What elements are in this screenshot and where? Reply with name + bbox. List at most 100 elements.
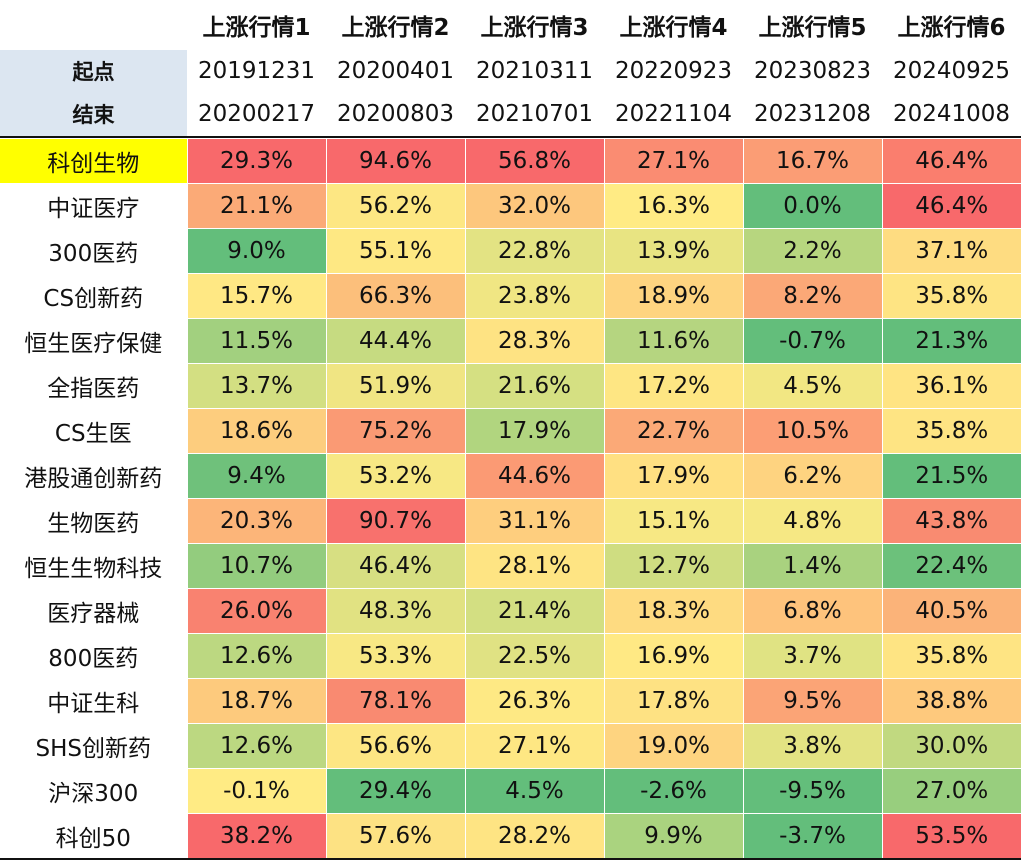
table-row: CS创新药 15.7% 66.3% 23.8% 18.9% 8.2% 35.8% [0,273,1021,319]
value-cell: 78.1% [325,678,465,724]
value-cell: 28.2% [464,813,604,860]
value-cell: 26.3% [464,678,604,724]
value-cell: 56.6% [325,723,465,769]
row-label: 中证医疗 [0,183,187,229]
table-row: 沪深300 -0.1% 29.4% 4.5% -2.6% -9.5% 27.0% [0,768,1021,814]
value-cell: 17.8% [603,678,743,724]
row-label: CS创新药 [0,273,187,319]
row-label: 恒生生物科技 [0,543,187,589]
value-cell: 18.3% [603,588,743,634]
value-cell: 12.6% [186,633,326,679]
value-cell: 21.6% [464,363,604,409]
column-header: 上涨行情3 [480,15,589,41]
value-cell: 22.8% [464,228,604,274]
table-row: 800医药 12.6% 53.3% 22.5% 16.9% 3.7% 35.8% [0,633,1021,679]
value-cell: 4.5% [742,363,882,409]
value-cell: 56.8% [464,138,604,184]
value-cell: 56.2% [325,183,465,229]
value-cell: 11.5% [186,318,326,364]
value-cell: 27.1% [464,723,604,769]
table-row: 科创生物 29.3% 94.6% 56.8% 27.1% 16.7% 46.4% [0,138,1021,184]
value-cell: 38.8% [881,678,1021,724]
value-cell: 4.5% [464,768,604,814]
value-cell: -0.1% [186,768,326,814]
row-label: 生物医药 [0,498,187,544]
row-label: 中证生科 [0,678,187,724]
end-date-cell: 20200217 [197,101,316,127]
end-date-cell: 20210701 [475,101,594,127]
value-cell: 36.1% [881,363,1021,409]
value-cell: 37.1% [881,228,1021,274]
value-cell: 12.7% [603,543,743,589]
value-cell: 12.6% [186,723,326,769]
table-row: 全指医药 13.7% 51.9% 21.6% 17.2% 4.5% 36.1% [0,363,1021,409]
value-cell: 9.9% [603,813,743,860]
value-cell: 44.6% [464,453,604,499]
table-row: 恒生生物科技 10.7% 46.4% 28.1% 12.7% 1.4% 22.4% [0,543,1021,589]
value-cell: 6.8% [742,588,882,634]
value-cell: 53.3% [325,633,465,679]
value-cell: 3.7% [742,633,882,679]
value-cell: 18.7% [186,678,326,724]
end-date-cell: 20241008 [892,101,1011,127]
table-row: 300医药 9.0% 55.1% 22.8% 13.9% 2.2% 37.1% [0,228,1021,274]
value-cell: 22.7% [603,408,743,454]
column-header: 上涨行情2 [341,15,450,41]
value-cell: 46.4% [881,183,1021,229]
row-label: 科创生物 [0,138,187,184]
end-date-row: 结束 20200217 20200803 20210701 20221104 2… [0,92,1021,136]
row-label: 300医药 [0,228,187,274]
value-cell: 28.1% [464,543,604,589]
value-cell: 29.3% [186,138,326,184]
row-label: 800医药 [0,633,187,679]
value-cell: 53.5% [881,813,1021,860]
table-row: SHS创新药 12.6% 56.6% 27.1% 19.0% 3.8% 30.0% [0,723,1021,769]
value-cell: 94.6% [325,138,465,184]
table-row: CS生医 18.6% 75.2% 17.9% 22.7% 10.5% 35.8% [0,408,1021,454]
start-date-cell: 20230823 [753,58,872,84]
value-cell: 48.3% [325,588,465,634]
value-cell: 21.3% [881,318,1021,364]
value-cell: 15.1% [603,498,743,544]
value-cell: -2.6% [603,768,743,814]
value-cell: 35.8% [881,273,1021,319]
value-cell: 31.1% [464,498,604,544]
value-cell: 11.6% [603,318,743,364]
start-date-cell: 20240925 [892,58,1011,84]
value-cell: 35.8% [881,408,1021,454]
column-header: 上涨行情4 [619,15,728,41]
row-label: 科创50 [0,813,187,860]
value-cell: 57.6% [325,813,465,860]
value-cell: 27.1% [603,138,743,184]
start-date-cell: 20200401 [336,58,455,84]
value-cell: 19.0% [603,723,743,769]
table-row: 医疗器械 26.0% 48.3% 21.4% 18.3% 6.8% 40.5% [0,588,1021,634]
row-label: CS生医 [0,408,187,454]
value-cell: 23.8% [464,273,604,319]
value-cell: 21.4% [464,588,604,634]
start-date-cell: 20210311 [475,58,594,84]
row-label: 沪深300 [0,768,187,814]
value-cell: 32.0% [464,183,604,229]
value-cell: 30.0% [881,723,1021,769]
table-row: 科创50 38.2% 57.6% 28.2% 9.9% -3.7% 53.5% [0,813,1021,860]
value-cell: 26.0% [186,588,326,634]
value-cell: -0.7% [742,318,882,364]
value-cell: 21.5% [881,453,1021,499]
value-cell: 51.9% [325,363,465,409]
value-cell: 17.9% [464,408,604,454]
value-cell: 44.4% [325,318,465,364]
value-cell: 43.8% [881,498,1021,544]
value-cell: 18.9% [603,273,743,319]
value-cell: 46.4% [881,138,1021,184]
corner-cell [0,0,187,50]
separator-line [0,136,1021,139]
value-cell: 16.7% [742,138,882,184]
value-cell: 17.9% [603,453,743,499]
value-cell: 46.4% [325,543,465,589]
value-cell: 40.5% [881,588,1021,634]
value-cell: 22.4% [881,543,1021,589]
table-row: 中证生科 18.7% 78.1% 26.3% 17.8% 9.5% 38.8% [0,678,1021,724]
